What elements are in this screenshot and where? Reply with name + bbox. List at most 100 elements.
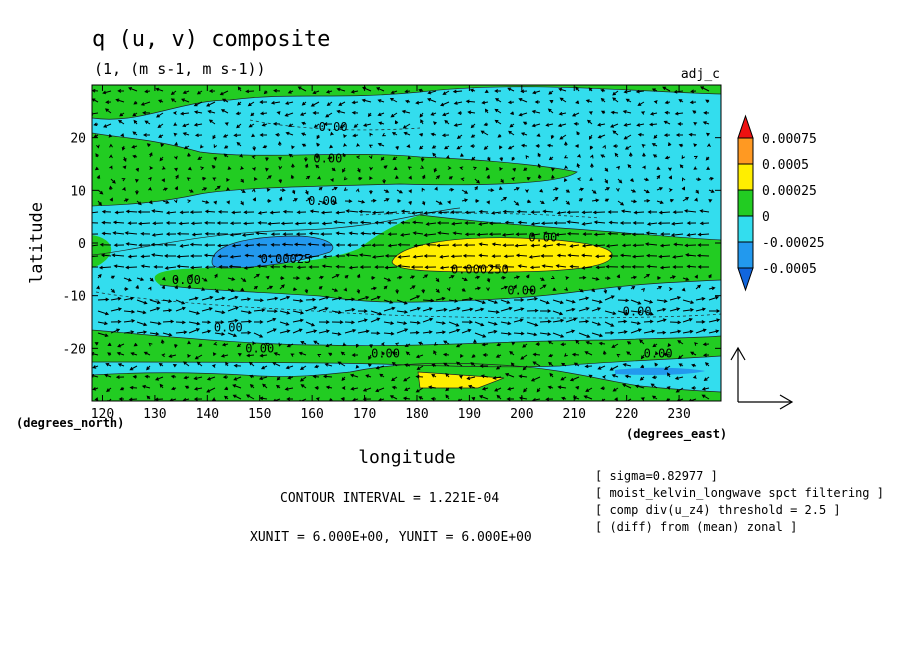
wind-arrow [566, 210, 580, 215]
contour-label: 0.00 [528, 231, 557, 245]
wind-arrow [471, 354, 476, 358]
wind-arrow [213, 156, 217, 162]
wind-arrow [697, 243, 709, 247]
wind-arrow [513, 331, 525, 336]
wind-arrow [604, 276, 611, 280]
wind-arrow [197, 156, 203, 160]
wind-arrow [184, 385, 190, 390]
wind-arrow [682, 299, 695, 304]
wind-arrow [146, 395, 151, 400]
legend-swatch [737, 163, 754, 191]
wind-arrow [617, 200, 625, 206]
wind-arrow [674, 111, 684, 116]
wind-arrow [194, 354, 203, 360]
wind-arrow [437, 231, 450, 235]
contour-label: 0.00 [172, 273, 201, 287]
wind-arrow [669, 296, 682, 301]
y-tick-label: 20 [70, 132, 86, 147]
wind-arrow [708, 176, 714, 181]
wind-arrow [591, 332, 604, 338]
wind-arrow [540, 309, 552, 313]
wind-arrow [457, 398, 463, 401]
wind-arrow [486, 287, 490, 292]
wind-arrow [318, 329, 330, 334]
wind-arrow [335, 231, 346, 236]
wind-arrow [552, 196, 559, 202]
wind-arrow [259, 100, 268, 104]
wind-arrow [551, 275, 555, 279]
wind-arrow [507, 145, 515, 150]
wind-arrow [279, 321, 290, 326]
wind-arrow [479, 364, 488, 368]
wind-arrow [691, 386, 696, 390]
wind-arrow [143, 351, 151, 356]
wind-arrow [308, 265, 319, 269]
wind-arrow [123, 277, 132, 282]
wind-arrow [435, 296, 446, 301]
wind-arrow [643, 299, 654, 304]
wind-arrow [93, 122, 99, 127]
wind-arrow [585, 387, 593, 392]
wind-arrow [611, 374, 619, 378]
wind-arrow [560, 342, 567, 347]
wind-arrow [409, 285, 416, 290]
wind-arrow [108, 133, 113, 138]
wind-arrow [279, 276, 285, 280]
wind-arrow [267, 254, 281, 259]
wind-arrow [282, 232, 294, 237]
vector-units-text: XUNIT = 6.000E+00, YUNIT = 6.000E+00 [250, 530, 532, 545]
wind-arrow [214, 332, 226, 336]
wind-arrow [118, 397, 124, 401]
wind-arrow [265, 275, 270, 280]
wind-arrow [463, 243, 476, 247]
wind-arrow [270, 242, 281, 247]
wind-arrow [664, 365, 671, 370]
wind-arrow [588, 134, 593, 140]
wind-arrow [445, 387, 450, 392]
wind-arrow [447, 200, 451, 205]
wind-arrow [374, 265, 385, 269]
x-tick-label: 220 [615, 407, 638, 422]
wind-arrow [604, 167, 609, 172]
wind-arrow [360, 231, 372, 236]
x-tick-label: 160 [300, 407, 323, 422]
wind-arrow [157, 123, 164, 129]
wind-arrow [563, 178, 568, 183]
wind-arrow [261, 122, 268, 127]
note-line: [ moist_kelvin_longwave spct filtering ] [595, 486, 884, 500]
wind-arrow [307, 221, 320, 226]
wind-arrow [576, 163, 581, 169]
wind-arrow [331, 186, 338, 191]
wind-arrow [244, 253, 255, 258]
x-tick-label: 150 [248, 407, 271, 422]
wind-arrow [651, 88, 658, 92]
wind-arrow [604, 321, 615, 327]
wind-arrow [190, 265, 203, 270]
wind-arrow [443, 362, 450, 367]
negative-region [615, 367, 705, 375]
wind-arrow [130, 352, 138, 356]
wind-arrow [487, 299, 499, 304]
wind-arrow [656, 200, 664, 204]
wind-arrow [162, 319, 175, 324]
wind-arrow [232, 394, 242, 400]
wind-arrow [96, 174, 101, 180]
wind-arrow [678, 363, 684, 367]
wind-arrow [375, 387, 385, 393]
wind-arrow [692, 110, 697, 114]
wind-arrow [552, 299, 564, 305]
wind-arrow [490, 211, 502, 215]
wind-arrow [395, 288, 399, 295]
wind-arrow [451, 243, 463, 248]
wind-arrow [152, 221, 164, 226]
wind-arrow [407, 155, 412, 160]
wind-arrow [201, 320, 212, 325]
wind-arrow [487, 329, 498, 334]
wind-arrow [290, 174, 295, 180]
wind-arrow [542, 243, 554, 248]
wind-arrow [266, 296, 279, 301]
wind-arrow [434, 186, 438, 191]
wind-arrow [218, 264, 229, 269]
wind-arrow [284, 112, 294, 117]
wind-arrow [301, 132, 307, 137]
